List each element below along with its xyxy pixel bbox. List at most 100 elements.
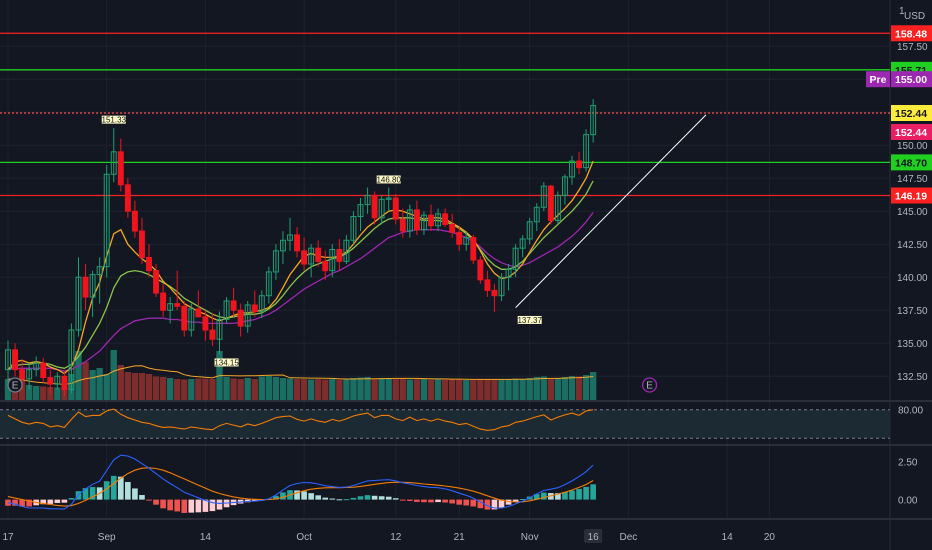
time-tick-label[interactable]: 20 xyxy=(764,532,776,543)
volume-bar xyxy=(336,379,343,400)
macd-histogram-bar xyxy=(294,490,300,500)
macd-histogram-bar xyxy=(26,499,32,507)
macd-histogram-bar xyxy=(540,492,547,500)
moving-averages xyxy=(7,160,594,385)
volume-bar xyxy=(131,373,139,400)
macd-histogram-bar xyxy=(160,499,166,509)
volume-bar xyxy=(364,377,371,400)
macd-histogram-bar xyxy=(562,491,568,500)
annotation-label: 134.15 xyxy=(214,358,239,367)
candle-body xyxy=(477,259,484,281)
volume-bar xyxy=(18,381,26,400)
macd-histogram-bar xyxy=(202,499,209,512)
macd-histogram-bar xyxy=(343,499,350,501)
candle-body xyxy=(547,185,554,221)
price-tick-label: 150.00 xyxy=(897,141,928,152)
price-tick-label: 147.50 xyxy=(897,174,928,185)
candle-body xyxy=(287,234,293,241)
candle-body xyxy=(244,304,251,327)
time-tick-label[interactable]: Oct xyxy=(296,532,312,543)
candle-body xyxy=(117,151,124,186)
macd-histogram-bar xyxy=(336,499,343,501)
candle-body xyxy=(279,239,286,252)
macd-histogram-bar xyxy=(153,499,159,505)
annotation-box xyxy=(376,175,401,184)
time-axis[interactable]: 17 Sep 14 Oct 12 21 Nov Dec 14 20 16 xyxy=(2,529,775,543)
macd-histogram-bar xyxy=(470,499,477,507)
macd-histogram-bar xyxy=(209,499,216,512)
macd-histogram-bar xyxy=(364,495,371,500)
trendline-segment[interactable] xyxy=(515,114,707,308)
volume-bar xyxy=(279,378,287,400)
trendline[interactable] xyxy=(515,114,707,308)
macd-histogram-bar xyxy=(357,496,364,500)
candle-body xyxy=(223,300,230,320)
last-price-badge-label: 152.44 xyxy=(895,127,927,139)
premarket-tag xyxy=(866,71,890,88)
price-tick-label: 132.50 xyxy=(897,372,928,383)
candle-body xyxy=(54,375,61,385)
macd-histogram-bar xyxy=(174,499,181,512)
volume-bar xyxy=(406,379,414,400)
volume-bar xyxy=(554,378,562,400)
volume-bar xyxy=(399,379,406,400)
annotation-label: 151.33 xyxy=(102,116,127,125)
candle-body xyxy=(371,194,378,219)
candle-body xyxy=(526,221,533,240)
volume-bar xyxy=(124,372,132,400)
time-tick-label[interactable]: Nov xyxy=(521,532,539,543)
macd-histogram-bar xyxy=(477,499,484,509)
volume-bar xyxy=(329,379,336,400)
ma-fast-line xyxy=(7,160,594,375)
time-tick-label[interactable]: 21 xyxy=(454,532,466,543)
premarket-tag-label: Pre xyxy=(870,74,887,86)
volume-bar xyxy=(420,379,428,400)
candle-body xyxy=(181,305,188,331)
currency-label: USD xyxy=(904,11,925,22)
macd-histogram-bar xyxy=(463,499,470,506)
time-tick-label[interactable]: 17 xyxy=(2,532,14,543)
candle-body xyxy=(484,279,491,291)
macd-signal-line xyxy=(7,467,594,507)
earnings-marker[interactable] xyxy=(7,377,23,393)
level-badge-label: 152.44 xyxy=(895,108,927,120)
candle-body xyxy=(554,194,561,221)
annotation-box xyxy=(101,115,126,124)
rsi-pane: 80.00 xyxy=(0,406,923,439)
macd-histogram-bar xyxy=(251,499,258,502)
volume-bar xyxy=(533,377,540,400)
volume-bar xyxy=(392,379,399,400)
time-tick-label[interactable]: Sep xyxy=(98,532,116,543)
candle-body xyxy=(237,309,244,327)
earnings-marker[interactable] xyxy=(641,377,658,393)
time-tick-label[interactable]: Dec xyxy=(620,532,638,543)
candlesticks xyxy=(5,99,597,397)
candle-body xyxy=(385,197,392,200)
macd-histogram-bar xyxy=(498,499,505,508)
volume-bar xyxy=(286,378,294,400)
candle-body xyxy=(583,134,590,169)
candle-body xyxy=(103,173,110,268)
time-tick-label[interactable]: 14 xyxy=(722,532,734,543)
volume-bar xyxy=(272,377,280,400)
volume-bar xyxy=(526,378,533,400)
candle-body xyxy=(19,369,26,380)
time-tick-label[interactable]: 12 xyxy=(390,532,402,543)
volume-bar xyxy=(540,376,547,400)
macd-line xyxy=(7,454,594,510)
candle-body xyxy=(420,214,427,231)
ma-mid-line xyxy=(7,180,594,371)
level-badge-bg xyxy=(891,25,932,42)
volume-bar xyxy=(25,385,33,400)
current-date-badge xyxy=(584,529,603,543)
level-badge-bg xyxy=(891,187,932,204)
candle-body xyxy=(75,276,82,331)
price-tick-label: 145.00 xyxy=(897,207,928,218)
macd-histogram-bar xyxy=(583,486,589,500)
candle-body xyxy=(26,369,33,380)
time-tick-label[interactable]: 14 xyxy=(200,532,212,543)
candle-body xyxy=(406,209,413,232)
volume-bar xyxy=(463,380,470,400)
